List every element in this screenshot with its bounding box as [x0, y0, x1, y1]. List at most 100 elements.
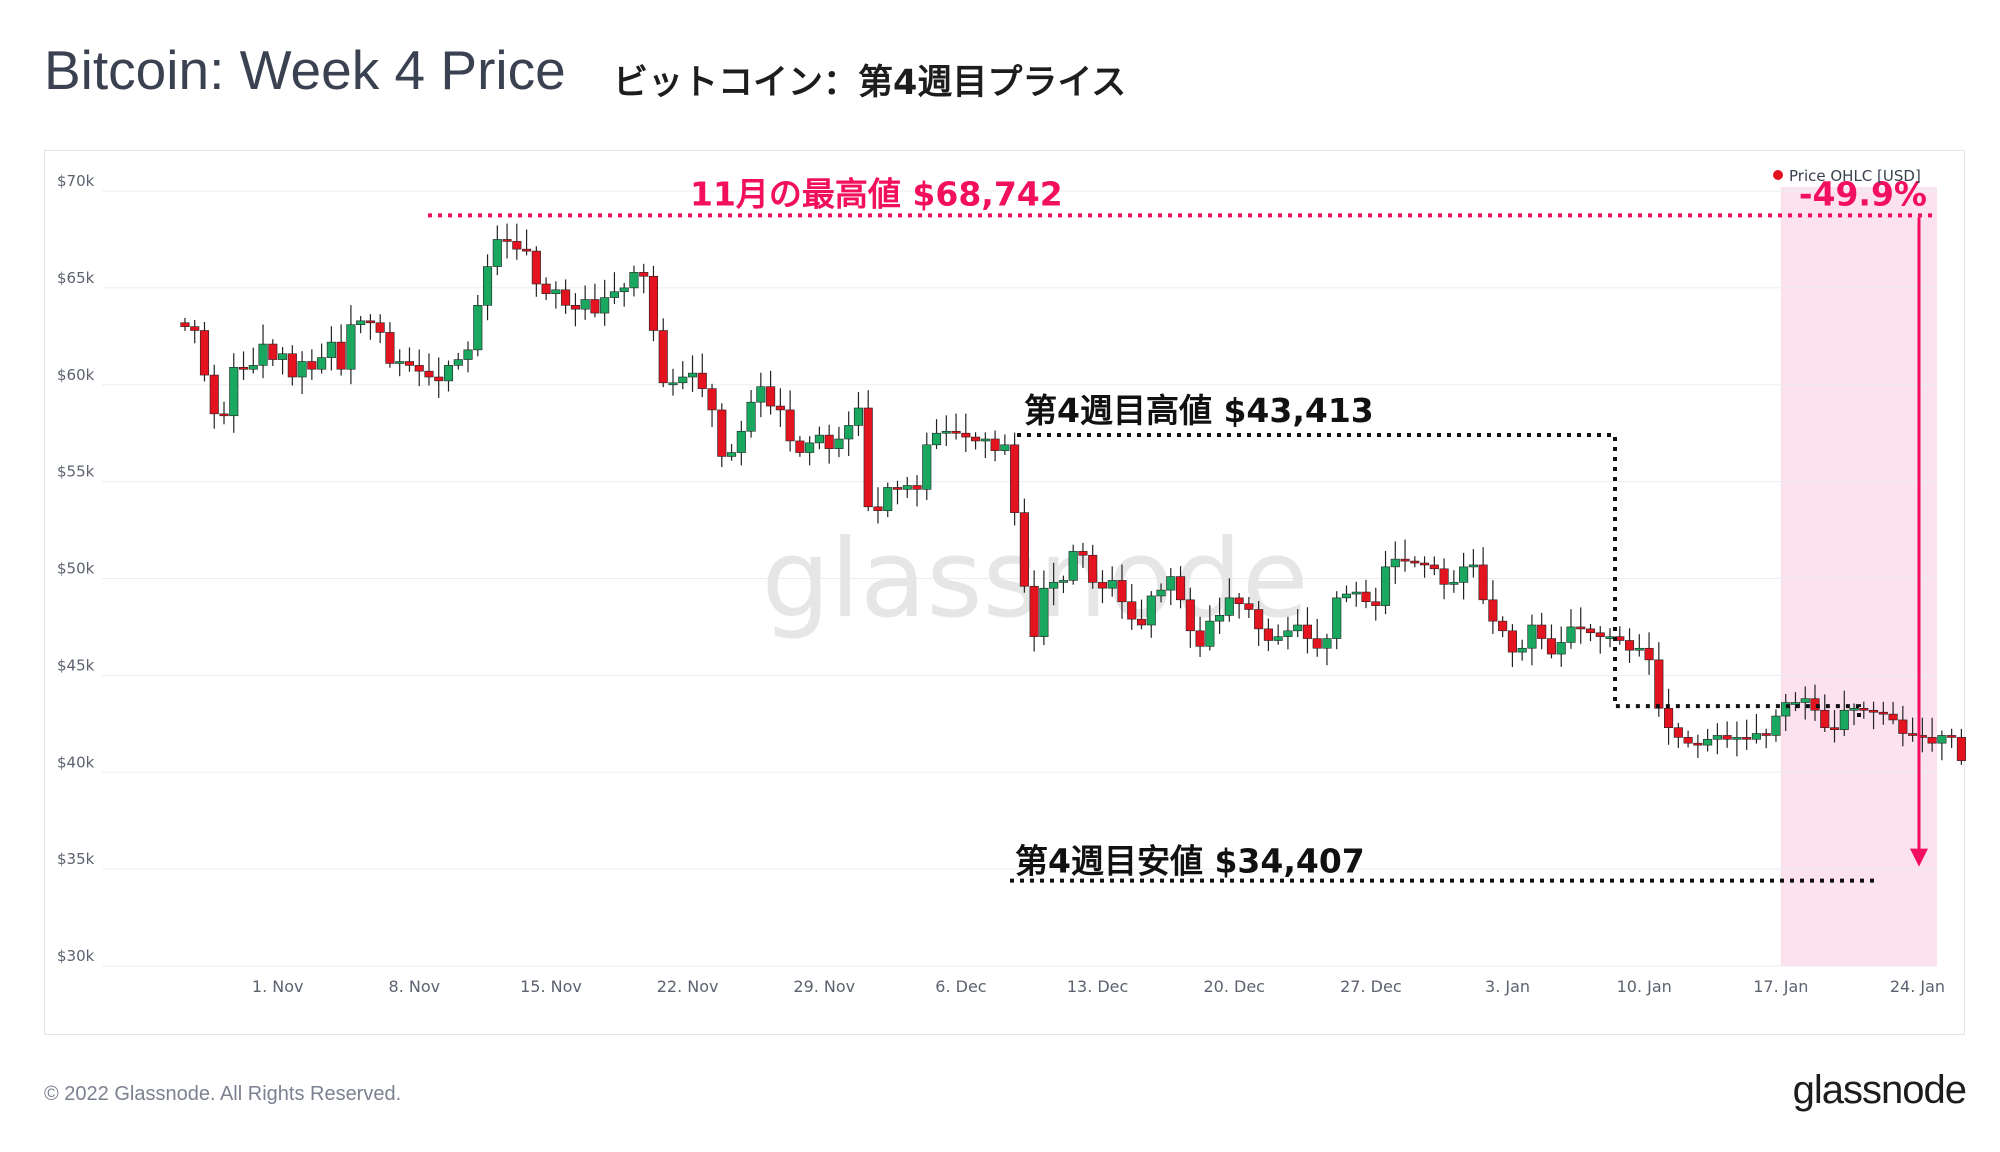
candle	[805, 436, 815, 466]
candle	[775, 388, 785, 427]
candle-body	[1595, 632, 1605, 637]
candle-body	[238, 367, 249, 370]
candle	[1781, 693, 1791, 731]
candle-body	[648, 275, 659, 331]
candle-body	[1449, 582, 1459, 585]
candle-body	[766, 386, 776, 407]
candle	[1429, 556, 1439, 576]
candle	[180, 317, 190, 331]
candle-body	[1507, 630, 1517, 653]
candle-body	[1224, 597, 1234, 616]
candle	[258, 324, 268, 379]
candle-body	[1302, 624, 1312, 639]
page-subtitle: ビットコイン：第4週目プライス	[613, 63, 1127, 103]
candle	[980, 432, 990, 458]
candle-body	[931, 432, 942, 446]
candle-body	[502, 239, 512, 242]
candle	[463, 341, 473, 373]
candle	[1156, 583, 1166, 603]
x-tick-label: 17. Jan	[1753, 977, 1808, 996]
candle-body	[541, 283, 551, 294]
candle	[697, 353, 707, 398]
candle-body	[844, 425, 854, 440]
candle-body	[1878, 711, 1888, 715]
candle-body	[1654, 659, 1664, 709]
candle-body	[346, 324, 356, 370]
candle-body	[531, 250, 541, 285]
candle	[1341, 585, 1352, 603]
candle-body	[1371, 601, 1381, 606]
candle-body	[1498, 620, 1508, 632]
candle	[570, 293, 580, 327]
candle	[248, 347, 258, 374]
candle-body	[1263, 628, 1273, 641]
candle	[473, 294, 483, 357]
candle	[1644, 632, 1654, 675]
candle-body	[1234, 597, 1244, 604]
y-tick-label: $65k	[57, 269, 95, 287]
candle	[1624, 628, 1635, 663]
candle-body	[1566, 626, 1576, 643]
candle-body	[229, 367, 239, 417]
price-chart[interactable]: $30k $35k $40k $45k $50k $55k $60k $65k $70k 1. N…	[45, 151, 1966, 1036]
candle-body	[1459, 566, 1469, 583]
candle-body	[834, 438, 844, 449]
candle-body	[443, 365, 454, 382]
candle	[746, 389, 756, 438]
candle-body	[1546, 638, 1557, 655]
candle	[1117, 564, 1127, 619]
candle	[190, 319, 200, 344]
candle	[1400, 539, 1410, 572]
candle-body	[697, 372, 707, 389]
candle	[619, 283, 629, 307]
candle	[1732, 721, 1742, 757]
candle-body	[453, 359, 463, 366]
candle	[268, 339, 278, 366]
candle	[1546, 624, 1557, 659]
candle	[1312, 618, 1322, 657]
candle	[902, 476, 912, 498]
y-tick-label: $35k	[57, 850, 95, 868]
candle-body	[1585, 628, 1596, 634]
x-tick-label: 15. Nov	[520, 977, 582, 996]
candle	[326, 326, 336, 371]
candle-body	[1244, 603, 1254, 610]
candle	[1703, 728, 1713, 752]
candle-body	[473, 305, 483, 351]
candle-body	[1117, 580, 1127, 603]
candle	[1888, 701, 1898, 725]
candle	[1634, 634, 1644, 657]
candle	[1712, 723, 1722, 755]
nov-high-label: 11月の最高値 $68,742	[690, 174, 1063, 213]
candle	[1185, 587, 1195, 648]
y-tick-label: $50k	[57, 560, 95, 578]
candle-body	[824, 434, 834, 449]
candle-body	[1820, 709, 1830, 728]
candle	[1664, 688, 1674, 745]
candle	[1908, 717, 1918, 742]
candle-body	[570, 305, 580, 310]
candle	[238, 351, 249, 380]
candle-body	[668, 382, 678, 386]
legend[interactable]: Price OHLC [USD]	[1773, 167, 1921, 185]
candle-body	[1829, 727, 1840, 730]
candle	[648, 265, 659, 342]
candle-body	[795, 440, 805, 453]
candle	[336, 324, 346, 376]
candle	[1195, 616, 1205, 657]
candle-body	[609, 291, 619, 298]
candle-body	[1605, 636, 1615, 639]
candle-body	[522, 248, 532, 252]
candle	[492, 225, 502, 276]
candle-body	[1517, 647, 1527, 653]
candle-body	[1000, 444, 1010, 451]
candle-body	[1927, 737, 1937, 744]
candle-body	[912, 485, 922, 490]
candle	[1829, 709, 1840, 743]
candle	[229, 353, 239, 433]
x-tick-label: 20. Dec	[1203, 977, 1265, 996]
candle-body	[492, 239, 502, 267]
candle-body	[512, 241, 522, 250]
candle-body	[1664, 708, 1674, 728]
candle	[853, 392, 863, 437]
